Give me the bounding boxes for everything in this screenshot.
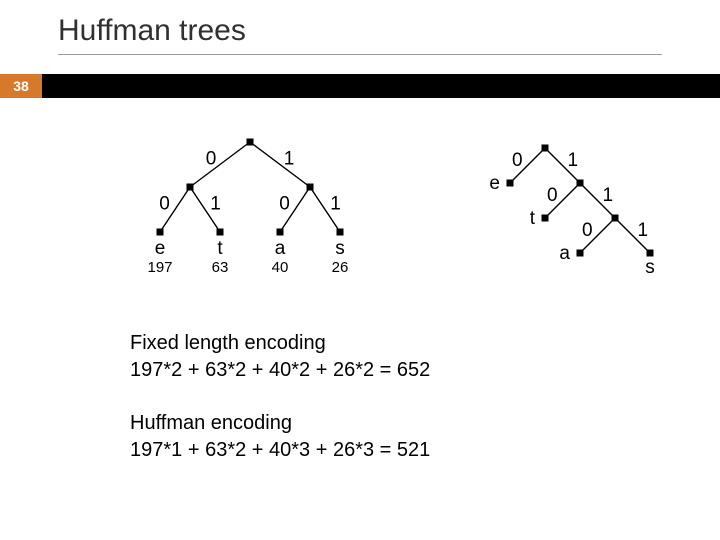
- huffman-heading: Huffman encoding: [130, 412, 292, 434]
- svg-text:a: a: [275, 238, 286, 259]
- huffman-block: Huffman encoding 197*1 + 63*2 + 40*3 + 2…: [130, 410, 430, 464]
- slide-number-badge: 38: [0, 74, 42, 98]
- svg-text:1: 1: [637, 220, 648, 241]
- svg-text:0: 0: [582, 220, 593, 241]
- svg-text:63: 63: [212, 259, 229, 276]
- right-tree: 010101etas: [455, 138, 685, 298]
- svg-text:a: a: [559, 243, 570, 264]
- svg-text:1: 1: [284, 148, 295, 169]
- svg-text:t: t: [530, 208, 536, 229]
- svg-text:0: 0: [512, 150, 523, 171]
- svg-text:0: 0: [279, 193, 290, 214]
- left-tree: 0 1 0 1 0 1 e197 t63 a40 s26: [130, 132, 390, 302]
- svg-text:26: 26: [332, 259, 349, 276]
- svg-text:1: 1: [210, 193, 221, 214]
- fixed-length-equation: 197*2 + 63*2 + 40*2 + 26*2 = 652: [130, 359, 430, 381]
- slide-title: Huffman trees: [58, 14, 246, 48]
- svg-text:1: 1: [567, 150, 578, 171]
- svg-text:t: t: [217, 238, 223, 259]
- title-rule: [58, 54, 662, 55]
- fixed-length-block: Fixed length encoding 197*2 + 63*2 + 40*…: [130, 330, 430, 384]
- svg-text:197: 197: [147, 259, 172, 276]
- svg-text:s: s: [335, 238, 345, 259]
- huffman-equation: 197*1 + 63*2 + 40*3 + 26*3 = 521: [130, 439, 430, 461]
- svg-text:0: 0: [547, 185, 558, 206]
- svg-text:1: 1: [330, 193, 341, 214]
- svg-text:e: e: [489, 173, 500, 194]
- svg-text:e: e: [155, 238, 166, 259]
- svg-text:s: s: [645, 257, 655, 278]
- svg-text:0: 0: [206, 148, 217, 169]
- fixed-length-heading: Fixed length encoding: [130, 332, 326, 354]
- svg-text:1: 1: [602, 185, 613, 206]
- slide: Huffman trees 38 010101e197t63a40s26 010…: [0, 0, 720, 540]
- svg-text:40: 40: [272, 259, 289, 276]
- svg-text:0: 0: [159, 193, 170, 214]
- badge-bar: [0, 74, 720, 98]
